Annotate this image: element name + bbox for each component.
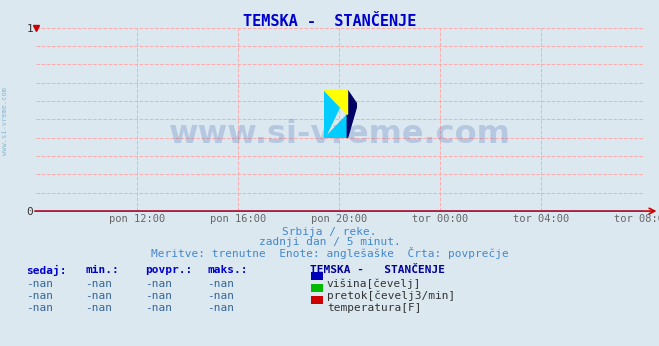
Text: -nan: -nan <box>86 279 112 289</box>
Text: -nan: -nan <box>26 291 53 301</box>
Text: -nan: -nan <box>145 279 171 289</box>
Text: TEMSKA -   STANČENJE: TEMSKA - STANČENJE <box>310 265 445 275</box>
Text: www.si-vreme.com: www.si-vreme.com <box>2 87 9 155</box>
Text: maks.:: maks.: <box>208 265 248 275</box>
Text: min.:: min.: <box>86 265 119 275</box>
Text: zadnji dan / 5 minut.: zadnji dan / 5 minut. <box>258 237 401 247</box>
Text: -nan: -nan <box>208 303 234 313</box>
Text: -nan: -nan <box>208 279 234 289</box>
Text: -nan: -nan <box>26 279 53 289</box>
Text: -nan: -nan <box>26 303 53 313</box>
Text: temperatura[F]: temperatura[F] <box>327 303 421 313</box>
Polygon shape <box>324 114 347 138</box>
Text: Meritve: trenutne  Enote: anglešaške  Črta: povprečje: Meritve: trenutne Enote: anglešaške Črta… <box>151 247 508 260</box>
Text: -nan: -nan <box>145 291 171 301</box>
Polygon shape <box>324 90 347 114</box>
Text: -nan: -nan <box>86 303 112 313</box>
Text: pretok[čevelj3/min]: pretok[čevelj3/min] <box>327 291 455 301</box>
Text: -nan: -nan <box>208 291 234 301</box>
Text: sedaj:: sedaj: <box>26 265 67 276</box>
Text: Srbija / reke.: Srbija / reke. <box>282 227 377 237</box>
Polygon shape <box>324 90 347 138</box>
Text: www.si-vreme.com: www.si-vreme.com <box>169 119 510 149</box>
Text: TEMSKA -  STANČENJE: TEMSKA - STANČENJE <box>243 14 416 29</box>
Polygon shape <box>347 90 357 138</box>
Text: -nan: -nan <box>145 303 171 313</box>
Text: višina[čevelj]: višina[čevelj] <box>327 279 421 289</box>
Text: -nan: -nan <box>86 291 112 301</box>
Text: povpr.:: povpr.: <box>145 265 192 275</box>
